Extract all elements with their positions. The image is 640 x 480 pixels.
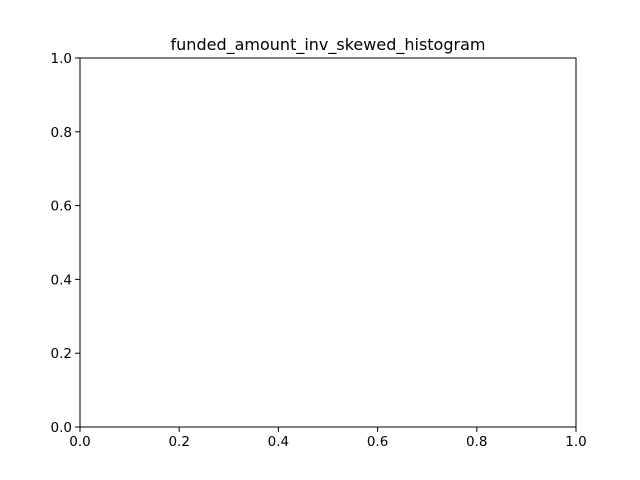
y-tick-label: 0.8	[51, 125, 72, 141]
y-tick-label: 0.6	[51, 199, 72, 215]
x-tick-label: 0.4	[268, 434, 289, 450]
y-tick-label: 0.2	[51, 346, 72, 362]
x-tick-label: 0.2	[168, 434, 189, 450]
y-tick-label: 0.4	[51, 272, 72, 288]
x-axis: 0.0 0.2 0.4 0.6 0.8 1.0	[69, 427, 587, 450]
x-tick-label: 0.6	[367, 434, 388, 450]
chart-title: funded_amount_inv_skewed_histogram	[171, 35, 486, 55]
axes-frame	[79, 57, 577, 428]
y-axis: 0.0 0.2 0.4 0.6 0.8 1.0	[51, 51, 80, 436]
x-tick-label: 0.8	[466, 434, 487, 450]
y-tick-label: 0.0	[51, 420, 72, 436]
x-tick-label: 1.0	[565, 434, 586, 450]
plot-area	[80, 58, 576, 427]
x-tick-label: 0.0	[69, 434, 90, 450]
y-tick-label: 1.0	[51, 51, 72, 67]
